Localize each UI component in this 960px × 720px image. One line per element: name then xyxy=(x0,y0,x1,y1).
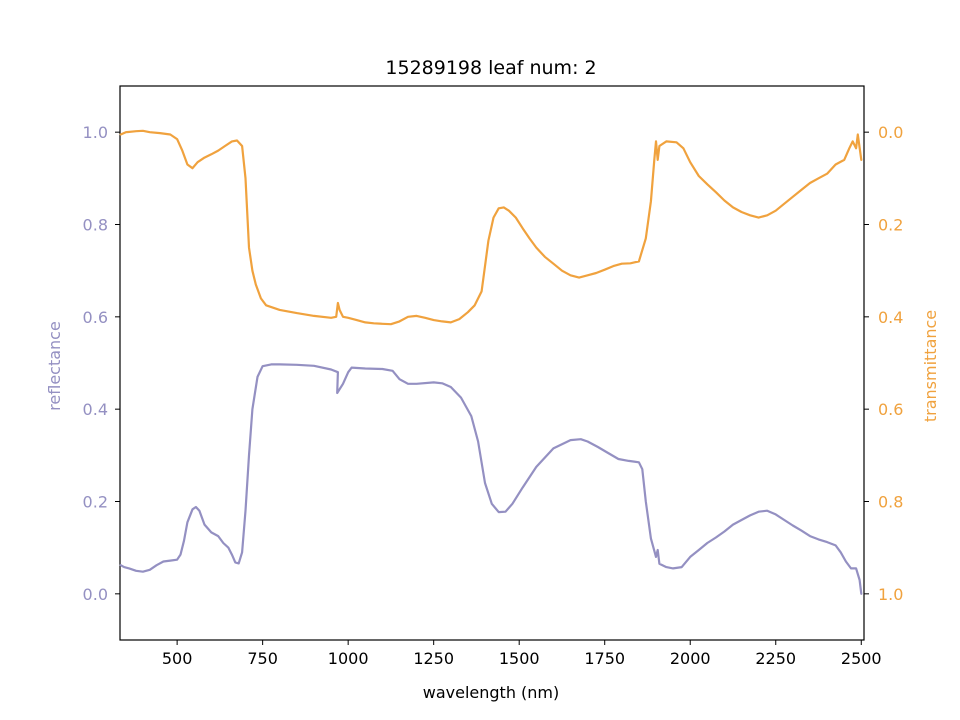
transmittance-line xyxy=(119,129,863,326)
transmittance-axis: 0.0 0.2 0.4 0.6 0.8 1.0 xyxy=(864,123,903,604)
y-axis-label: reflectance xyxy=(45,321,64,411)
y-tick-label: 0.2 xyxy=(83,493,108,512)
x-tick-label: 1750 xyxy=(584,649,625,668)
plot-area xyxy=(119,85,865,641)
y2-axis-label: transmittance xyxy=(921,310,940,422)
x-tick-label: 2250 xyxy=(755,649,796,668)
y-tick-label: 0.8 xyxy=(83,216,108,235)
series-layer xyxy=(119,129,863,595)
x-tick-label: 750 xyxy=(247,649,278,668)
x-tick-label: 2500 xyxy=(841,649,882,668)
reflectance-axis: 0.0 0.2 0.4 0.6 0.8 1.0 xyxy=(83,123,120,604)
x-tick-label: 1500 xyxy=(499,649,540,668)
x-tick-label: 1000 xyxy=(328,649,369,668)
y2-tick-label: 0.4 xyxy=(878,308,903,327)
y2-tick-label: 0.8 xyxy=(878,493,903,512)
chart-title: 15289198 leaf num: 2 xyxy=(385,57,596,79)
y-tick-label: 0.4 xyxy=(83,400,108,419)
x-tick-label: 500 xyxy=(162,649,193,668)
y2-tick-label: 0.0 xyxy=(878,123,903,142)
y-tick-label: 0.6 xyxy=(83,308,108,327)
y-tick-label: 0.0 xyxy=(83,585,108,604)
plot-frame xyxy=(119,85,865,641)
x-tick-label: 2000 xyxy=(670,649,711,668)
x-axis-label: wavelength (nm) xyxy=(423,683,560,702)
reflectance-line xyxy=(119,363,863,595)
y-tick-label: 1.0 xyxy=(83,123,108,142)
y2-tick-label: 0.6 xyxy=(878,400,903,419)
y2-tick-label: 1.0 xyxy=(878,585,903,604)
x-axis: 500 750 1000 1250 1500 1750 2000 2250 2500 xyxy=(162,640,882,668)
y2-tick-label: 0.2 xyxy=(878,216,903,235)
x-tick-label: 1250 xyxy=(413,649,454,668)
